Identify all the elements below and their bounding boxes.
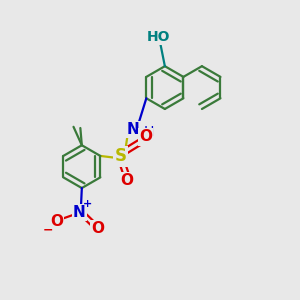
Text: O: O [120, 173, 133, 188]
Text: N: N [127, 122, 139, 137]
Text: O: O [139, 129, 152, 144]
Text: HO: HO [147, 30, 171, 44]
Text: O: O [50, 214, 63, 230]
Text: H: H [144, 125, 154, 139]
Text: S: S [115, 147, 127, 165]
Text: +: + [83, 199, 92, 209]
Text: −: − [43, 224, 53, 237]
Text: O: O [92, 221, 104, 236]
Text: N: N [73, 205, 86, 220]
